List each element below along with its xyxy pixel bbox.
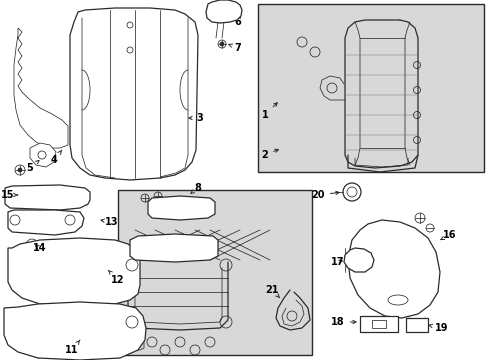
Ellipse shape: [387, 295, 407, 305]
Text: 2: 2: [261, 149, 278, 160]
Text: 9: 9: [192, 203, 205, 213]
Text: 21: 21: [264, 285, 279, 298]
Polygon shape: [70, 8, 198, 180]
Polygon shape: [5, 185, 90, 210]
Circle shape: [220, 42, 224, 46]
Text: 8: 8: [190, 183, 201, 193]
Bar: [359, 316, 397, 332]
Text: 7: 7: [228, 43, 241, 53]
Text: 10: 10: [155, 245, 171, 255]
Bar: [118, 190, 311, 355]
Polygon shape: [8, 210, 84, 235]
Text: 1: 1: [261, 103, 277, 120]
Polygon shape: [343, 248, 373, 272]
Text: 13: 13: [101, 217, 119, 227]
Text: 20: 20: [311, 190, 339, 200]
Text: 3: 3: [188, 113, 203, 123]
Polygon shape: [347, 220, 439, 318]
Polygon shape: [205, 0, 242, 23]
Text: 14: 14: [33, 243, 47, 253]
Polygon shape: [8, 238, 140, 306]
Text: 5: 5: [26, 161, 39, 173]
Circle shape: [18, 168, 22, 172]
Polygon shape: [30, 143, 56, 167]
Text: 18: 18: [330, 317, 355, 327]
Text: 6: 6: [229, 17, 241, 27]
Bar: [371, 320, 385, 328]
Bar: [405, 318, 427, 332]
Text: 16: 16: [440, 230, 456, 240]
Polygon shape: [130, 234, 218, 262]
Bar: [258, 4, 483, 172]
Text: 12: 12: [108, 270, 124, 285]
Polygon shape: [4, 302, 146, 360]
Polygon shape: [14, 28, 68, 148]
Text: 11: 11: [65, 340, 80, 355]
Text: 15: 15: [1, 190, 18, 200]
Text: 19: 19: [428, 323, 448, 333]
Text: 4: 4: [51, 150, 62, 165]
Text: 17: 17: [330, 257, 344, 267]
Polygon shape: [148, 196, 215, 220]
